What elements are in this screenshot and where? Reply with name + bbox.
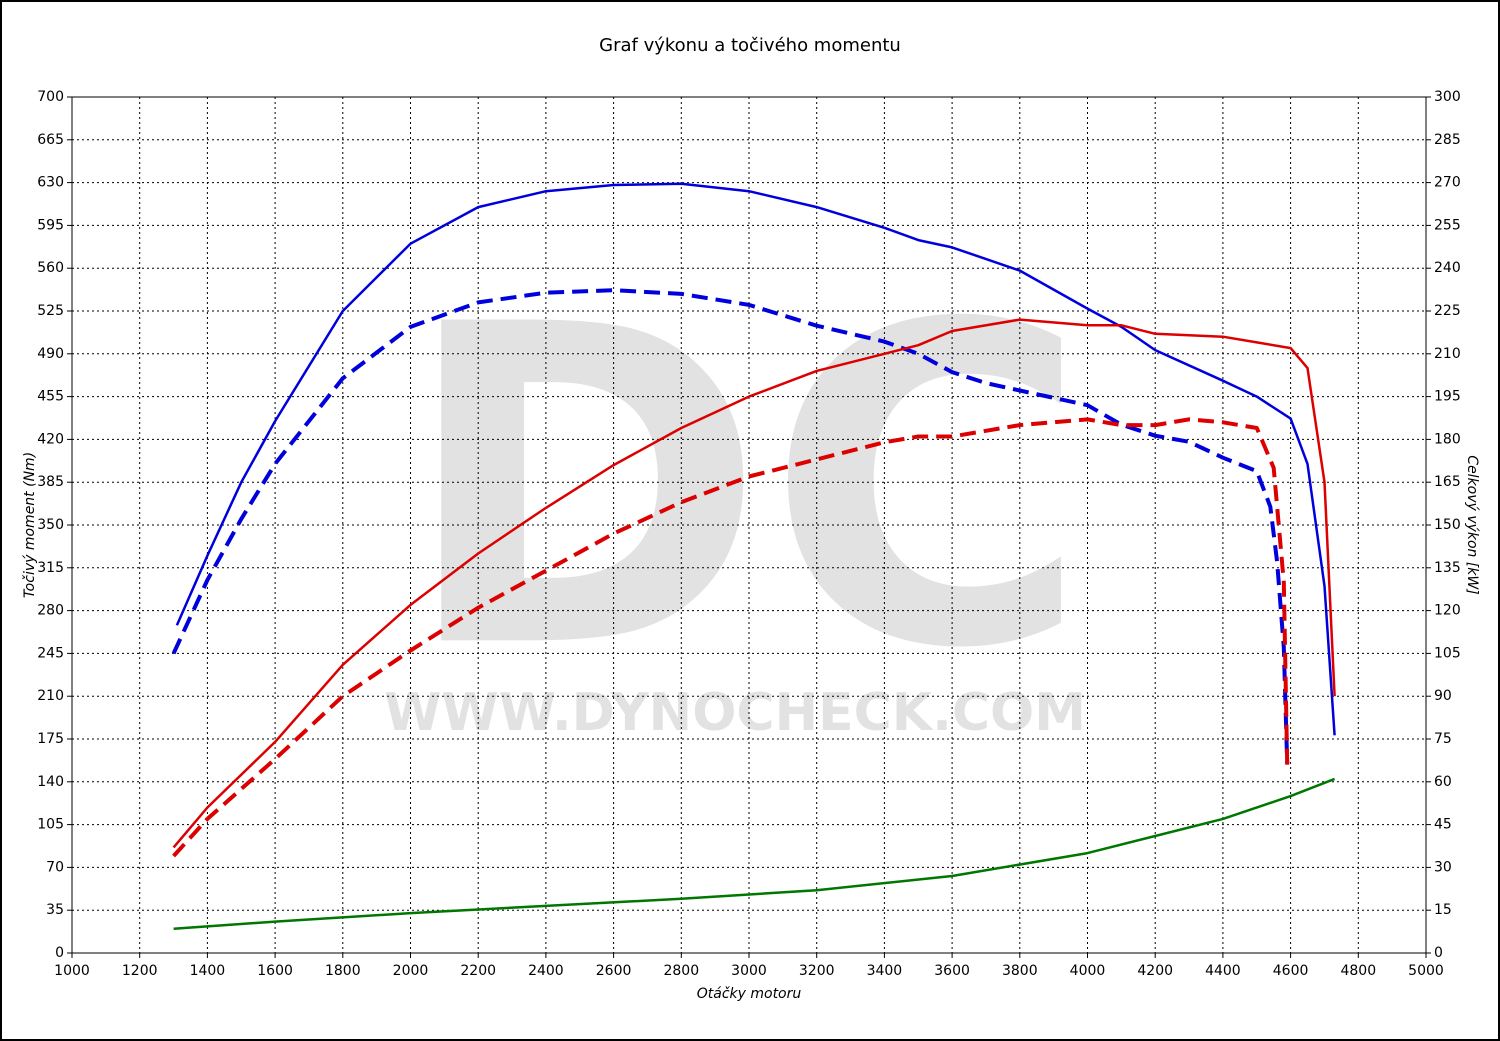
- y-tick-label: 455: [37, 389, 64, 405]
- watermark-url: WWW.DYNOCHECK.COM: [384, 683, 1086, 743]
- y2-tick-label: 105: [1434, 645, 1461, 661]
- series-line: [175, 182, 1336, 736]
- y-tick-label: 630: [37, 175, 64, 191]
- y2-tick-label: 135: [1434, 560, 1461, 576]
- y-tick-label: 315: [37, 560, 64, 576]
- y2-tick-label: 15: [1434, 902, 1452, 918]
- y2-tick-label: 30: [1434, 859, 1452, 875]
- x-tick-label: 1000: [54, 963, 90, 979]
- x-tick-label: 2600: [596, 963, 632, 979]
- x-tick-label: 1800: [325, 963, 361, 979]
- x-tick-label: 4600: [1273, 963, 1309, 979]
- y-tick-label: 0: [55, 945, 64, 961]
- x-tick-label: 3600: [934, 963, 970, 979]
- y-tick-label: 35: [46, 902, 64, 918]
- series-line: [172, 318, 1336, 849]
- y2-tick-label: 0: [1434, 945, 1443, 961]
- x-tick-label: 1200: [122, 963, 158, 979]
- chart-title: Graf výkonu a točivého momentu: [599, 35, 901, 56]
- y2-tick-label: 300: [1434, 89, 1461, 105]
- x-tick-label: 2400: [528, 963, 564, 979]
- x-tick-label: 1600: [257, 963, 293, 979]
- series-line: [172, 417, 1290, 858]
- watermark: DC WWW.DYNOCHECK.COM: [384, 232, 1089, 744]
- series-line: [173, 777, 1336, 930]
- y2-tick-label: 150: [1434, 517, 1461, 533]
- y-tick-label: 105: [37, 817, 64, 833]
- y2-tick-label: 240: [1434, 260, 1461, 276]
- y2-tick-label: 45: [1434, 817, 1452, 833]
- y-tick-label: 665: [37, 132, 64, 148]
- plot-border: [71, 96, 1427, 954]
- y2-tick-label: 270: [1434, 175, 1461, 191]
- x-tick-label: 3200: [799, 963, 835, 979]
- y2-tick-label: 225: [1434, 303, 1461, 319]
- y-tick-label: 210: [37, 688, 64, 704]
- y-tick-label: 420: [37, 431, 64, 447]
- y-tick-label: 560: [37, 260, 64, 276]
- x-tick-label: 4200: [1137, 963, 1173, 979]
- y-tick-label: 280: [37, 603, 64, 619]
- y-tick-label: 175: [37, 731, 64, 747]
- y2-tick-label: 75: [1434, 731, 1452, 747]
- y2-tick-label: 210: [1434, 346, 1461, 362]
- x-tick-label: 1400: [190, 963, 226, 979]
- y-tick-label: 595: [37, 217, 64, 233]
- x-axis-title: Otáčky motoru: [697, 986, 802, 1002]
- x-tick-label: 4800: [1340, 963, 1376, 979]
- y2-tick-label: 60: [1434, 774, 1452, 790]
- y2-tick-label: 90: [1434, 688, 1452, 704]
- x-tick-label: 4000: [1070, 963, 1106, 979]
- y-tick-label: 140: [37, 774, 64, 790]
- y2-tick-label: 195: [1434, 389, 1461, 405]
- y-tick-label: 350: [37, 517, 64, 533]
- y-tick-label: 385: [37, 474, 64, 490]
- x-tick-label: 3400: [867, 963, 903, 979]
- y-tick-label: 700: [37, 89, 64, 105]
- x-tick-label: 4400: [1205, 963, 1241, 979]
- y2-tick-label: 255: [1434, 217, 1461, 233]
- y-axis-title: Točivý moment (Nm): [22, 452, 38, 598]
- x-tick-label: 2800: [663, 963, 699, 979]
- watermark-logo: DC: [401, 232, 1089, 744]
- x-tick-label: 2000: [393, 963, 429, 979]
- x-tick-label: 3800: [1002, 963, 1038, 979]
- series-line: [171, 288, 1290, 764]
- y-tick-label: 490: [37, 346, 64, 362]
- y-tick-label: 525: [37, 303, 64, 319]
- x-tick-label: 2200: [460, 963, 496, 979]
- y-tick-label: 245: [37, 645, 64, 661]
- x-tick-label: 5000: [1408, 963, 1444, 979]
- y2-tick-label: 285: [1434, 132, 1461, 148]
- y2-tick-label: 120: [1434, 603, 1461, 619]
- y-tick-label: 70: [46, 859, 64, 875]
- y2-tick-label: 165: [1434, 474, 1461, 490]
- y2-axis-title: Celkový výkon [kW]: [1464, 455, 1480, 594]
- x-tick-label: 3000: [731, 963, 767, 979]
- y2-tick-label: 180: [1434, 431, 1461, 447]
